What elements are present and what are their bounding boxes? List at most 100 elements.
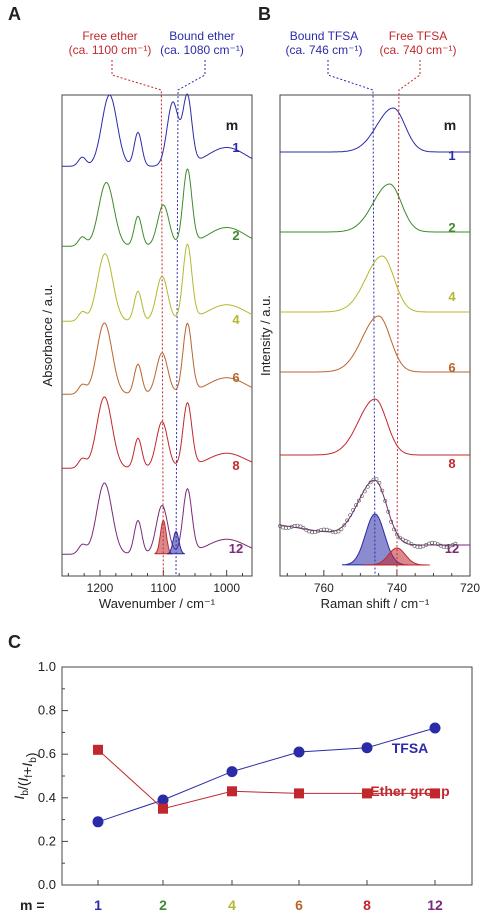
raman-data-point <box>339 527 344 532</box>
annot-bound-ether: Bound ether <box>169 29 234 43</box>
point-ether-m12 <box>430 788 440 799</box>
ir-spectrum-m1 <box>62 93 253 167</box>
panel-c-ytick-label: 0.8 <box>38 703 56 718</box>
ir-label-m4: 4 <box>232 312 240 327</box>
raman-data-point <box>383 498 388 503</box>
panel-c-ylabel: Ib/(If+Ib) <box>11 753 39 800</box>
raman-data-point <box>400 537 405 542</box>
raman-data-point <box>354 503 358 508</box>
panel-a-xlabel: Wavenumber / cm⁻¹ <box>99 596 216 611</box>
raman-spectrum-m8 <box>280 398 470 456</box>
panel-a-letter: A <box>8 4 21 24</box>
raman-data-point <box>304 528 309 532</box>
category-label-m2: 2 <box>159 897 167 913</box>
ir-label-m12: 12 <box>229 541 243 556</box>
raman-label-m2: 2 <box>448 220 455 235</box>
raman-data-point <box>278 524 282 528</box>
legend-ether-group: Ether group <box>370 783 449 799</box>
raman-spectrum-m2 <box>280 183 470 233</box>
ir-fit-component-free <box>154 519 173 555</box>
legend-tfsa: TFSA <box>392 740 429 756</box>
point-tfsa-m2 <box>157 794 169 806</box>
ir-spectrum-m12 <box>62 482 253 555</box>
point-ether-m2 <box>158 803 168 814</box>
raman-spectrum-m1 <box>280 107 470 153</box>
panel-b-ylabel: Intensity / a.u. <box>258 295 273 376</box>
panel-c-ytick-label: 0.2 <box>38 833 56 848</box>
ref-line-free-ether <box>111 60 164 577</box>
panel-b-tick-label: 740 <box>387 581 407 595</box>
panel-a-tick-label: 1100 <box>150 581 176 595</box>
category-label-m8: 8 <box>363 897 371 913</box>
panel-a-tick-label: 1200 <box>87 581 114 595</box>
raman-data-point <box>365 484 370 489</box>
panel-b-m-label: m <box>444 117 456 133</box>
raman-data-point <box>397 535 402 540</box>
raman-data-point <box>359 494 364 499</box>
raman-data-point <box>450 543 455 548</box>
panel-c-letter: C <box>8 632 21 652</box>
point-tfsa-m6 <box>293 746 305 758</box>
panel-a-m-label: m <box>226 117 238 133</box>
raman-fit-component-free <box>364 547 430 566</box>
ir-spectrum-m6 <box>62 322 253 395</box>
raman-data-point <box>424 543 429 547</box>
panel-c-m-prefix: m = <box>20 897 45 913</box>
ir-spectrum-m4 <box>62 243 253 322</box>
raman-data-point <box>368 480 373 485</box>
raman-spectrum-m6 <box>280 315 470 373</box>
category-label-m4: 4 <box>228 897 236 913</box>
raman-data-point <box>389 519 394 524</box>
raman-label-m8: 8 <box>448 456 455 471</box>
panel-c-ytick-label: 0.4 <box>38 790 56 805</box>
raman-data-point <box>447 544 452 549</box>
raman-data-point <box>307 529 312 534</box>
raman-data-point <box>406 540 411 545</box>
annot-bound-ether-value: (ca. 1080 cm⁻¹) <box>160 43 244 57</box>
raman-label-m12: 12 <box>445 541 459 556</box>
ir-label-m8: 8 <box>232 458 239 473</box>
raman-data-point <box>392 527 396 532</box>
ref-line-free-tfsa <box>396 60 421 577</box>
point-ether-m6 <box>294 788 304 799</box>
raman-data-point <box>453 541 458 546</box>
point-tfsa-m8 <box>361 742 373 754</box>
panel-a-ylabel: Absorbance / a.u. <box>40 285 55 387</box>
ir-label-m1: 1 <box>232 140 239 155</box>
ref-line-bound-ether <box>175 60 206 577</box>
raman-data-point <box>394 532 399 537</box>
panel-c-frame <box>61 666 473 886</box>
raman-data-point <box>342 523 347 528</box>
raman-data-point <box>377 480 382 485</box>
category-label-m6: 6 <box>295 897 303 913</box>
point-tfsa-m1 <box>92 816 104 828</box>
raman-data-point <box>386 509 391 514</box>
raman-data-point <box>351 508 356 512</box>
panel-b-xlabel: Raman shift / cm⁻¹ <box>321 596 430 611</box>
raman-data-point <box>356 498 361 503</box>
ir-spectrum-m8 <box>62 396 253 469</box>
ir-spectrum-m2 <box>62 168 253 247</box>
raman-label-m6: 6 <box>448 360 455 375</box>
annot-free-ether-value: (ca. 1100 cm⁻¹) <box>69 43 152 57</box>
raman-label-m4: 4 <box>448 289 456 304</box>
panel-b-tick-label: 760 <box>314 581 334 595</box>
annot-free-ether: Free ether <box>82 29 137 43</box>
raman-data-point <box>421 544 426 549</box>
raman-label-m1: 1 <box>448 148 455 163</box>
ir-label-m6: 6 <box>232 370 239 385</box>
raman-data-point <box>409 542 414 547</box>
point-tfsa-m4 <box>226 766 238 778</box>
annot-bound-tfsa-value: (ca. 746 cm⁻¹) <box>285 43 362 57</box>
annot-free-tfsa-value: (ca. 740 cm⁻¹) <box>379 43 456 57</box>
raman-data-point <box>403 539 408 543</box>
point-ether-m1 <box>93 744 103 755</box>
point-ether-m4 <box>227 786 237 797</box>
raman-data-point <box>348 513 353 518</box>
raman-data-point <box>380 488 385 493</box>
annot-free-tfsa: Free TFSA <box>389 29 447 43</box>
ir-fit-component-bound <box>167 530 185 555</box>
ref-line-bound-tfsa <box>327 60 376 577</box>
raman-data-point <box>345 518 350 523</box>
point-tfsa-m12 <box>429 722 441 734</box>
